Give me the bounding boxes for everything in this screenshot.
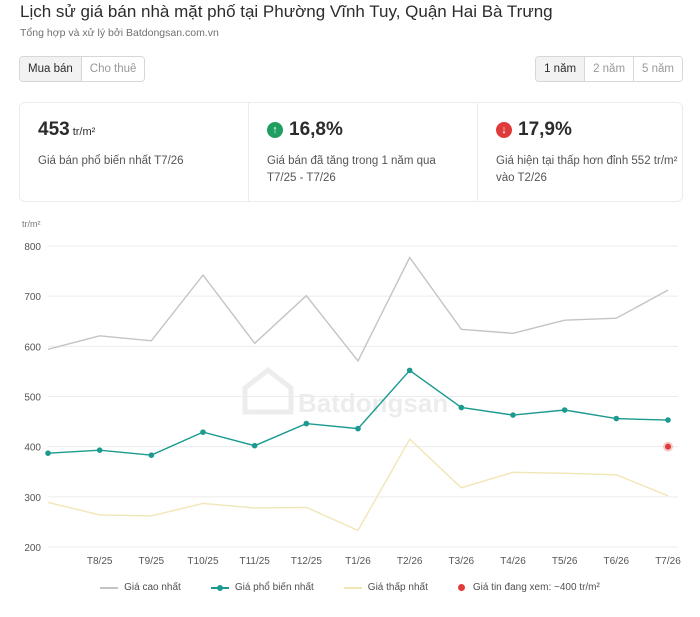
series-point: [96, 447, 103, 453]
x-tick-label: T9/25: [139, 556, 165, 567]
price-history-chart: tr/m² Batdongsan 200 300 400 500 600 700 800 T…: [22, 219, 681, 567]
current-listing-point: [665, 443, 671, 450]
series-point: [355, 425, 361, 432]
y-tick-label: 300: [24, 493, 41, 504]
y-tick-label: 700: [24, 292, 41, 303]
y-tick-label: 500: [24, 393, 41, 404]
page-title: Lịch sử giá bán nhà mặt phố tại Phường V…: [20, 2, 553, 21]
series-point: [148, 452, 155, 458]
stat-increase-desc: Giá bán đã tăng trong 1 năm qua T7/25 - …: [267, 153, 477, 187]
legend-swatch-current-listing: [457, 584, 465, 591]
x-tick-label: T1/26: [345, 556, 371, 567]
stat-card-increase: ↑ 16,8% Giá bán đã tăng trong 1 năm qua …: [248, 103, 477, 201]
listing-type-toggle: Mua bán Cho thuê: [19, 56, 146, 82]
stat-below-peak-value: 17,9%: [518, 119, 572, 140]
x-tick-label: T7/26: [655, 556, 681, 567]
arrow-down-icon: ↓: [496, 122, 512, 138]
batdongsan-watermark: Batdongsan: [242, 366, 448, 418]
stat-card-common-price: 453 tr/m² Giá bán phổ biến nhất T7/26: [20, 103, 248, 201]
page-subtitle: Tổng hợp và xử lý bởi Batdongsan.com.vn: [20, 27, 219, 39]
series-point: [45, 450, 51, 456]
legend-swatch-low: [343, 586, 362, 589]
stat-below-peak-desc-line2: vào T2/26: [496, 172, 547, 184]
x-tick-label: T2/26: [397, 556, 423, 567]
time-range-toggle: 1 năm 2 năm 5 năm: [535, 56, 683, 82]
series-point: [251, 442, 258, 449]
tab-2-nam[interactable]: 2 năm: [584, 57, 634, 81]
y-tick-label: 600: [24, 342, 41, 353]
legend-swatch-high: [100, 586, 119, 589]
series-point: [613, 415, 620, 422]
x-tick-label: T5/26: [552, 556, 578, 567]
stat-below-peak-desc-line1: Giá hiện tại thấp hơn đỉnh 552 tr/m²: [496, 155, 678, 167]
legend-label-low: Giá thấp nhất: [367, 582, 428, 593]
series-point: [200, 429, 206, 435]
legend-label-current-listing: Giá tin đang xem: ~400 tr/m²: [472, 582, 600, 593]
chart-legend: Giá cao nhất Giá phổ biến nhất Giá thấp …: [0, 582, 700, 593]
x-tick-label: T6/26: [604, 556, 630, 567]
y-axis-unit-label: tr/m²: [22, 219, 41, 229]
series-point: [665, 417, 671, 423]
y-tick-label: 800: [24, 242, 41, 253]
series-point: [303, 420, 310, 427]
tab-cho-thue[interactable]: Cho thuê: [80, 57, 145, 81]
y-tick-label: 200: [24, 543, 41, 554]
arrow-up-icon: ↑: [267, 122, 283, 138]
legend-item-high[interactable]: Giá cao nhất: [100, 582, 181, 593]
legend-item-common[interactable]: Giá phổ biến nhất: [210, 582, 314, 593]
stat-increase-value: 16,8%: [289, 119, 343, 140]
tab-1-nam[interactable]: 1 năm: [536, 57, 585, 81]
series-point: [561, 407, 568, 413]
legend-item-low[interactable]: Giá thấp nhất: [343, 582, 428, 593]
series-point: [458, 404, 465, 411]
stat-card-below-peak: ↓ 17,9% Giá hiện tại thấp hơn đỉnh 552 t…: [477, 103, 700, 201]
stat-common-price-unit: tr/m²: [72, 126, 96, 138]
tab-5-nam[interactable]: 5 năm: [633, 57, 682, 81]
legend-swatch-common: [210, 584, 229, 591]
y-tick-label: 400: [24, 443, 41, 454]
x-tick-label: T10/25: [187, 556, 219, 567]
series-point: [510, 412, 516, 418]
legend-label-common: Giá phổ biến nhất: [234, 582, 314, 593]
x-tick-label: T11/25: [239, 556, 270, 567]
x-tick-label: T3/26: [449, 556, 475, 567]
x-tick-label: T8/25: [87, 556, 113, 567]
watermark-text: Batdongsan: [298, 388, 448, 418]
legend-item-current-listing[interactable]: Giá tin đang xem: ~400 tr/m²: [457, 582, 600, 593]
x-tick-label: T12/25: [291, 556, 323, 567]
series-line-0: [47, 256, 669, 363]
series-point: [406, 367, 413, 374]
legend-label-high: Giá cao nhất: [124, 582, 181, 593]
stat-common-price-desc: Giá bán phổ biến nhất T7/26: [38, 155, 184, 167]
tab-mua-ban[interactable]: Mua bán: [20, 57, 81, 81]
stat-common-price-value: 453: [38, 119, 70, 140]
stat-increase-desc-line1: Giá bán đã tăng trong 1 năm qua: [267, 155, 436, 167]
stats-cards: 453 tr/m² Giá bán phổ biến nhất T7/26 ↑ …: [19, 102, 683, 202]
stat-increase-desc-line2: T7/25 - T7/26: [267, 172, 336, 184]
series-line-2: [47, 437, 669, 532]
stat-below-peak-desc: Giá hiện tại thấp hơn đỉnh 552 tr/m² vào…: [496, 153, 700, 187]
x-tick-label: T4/26: [500, 556, 526, 567]
